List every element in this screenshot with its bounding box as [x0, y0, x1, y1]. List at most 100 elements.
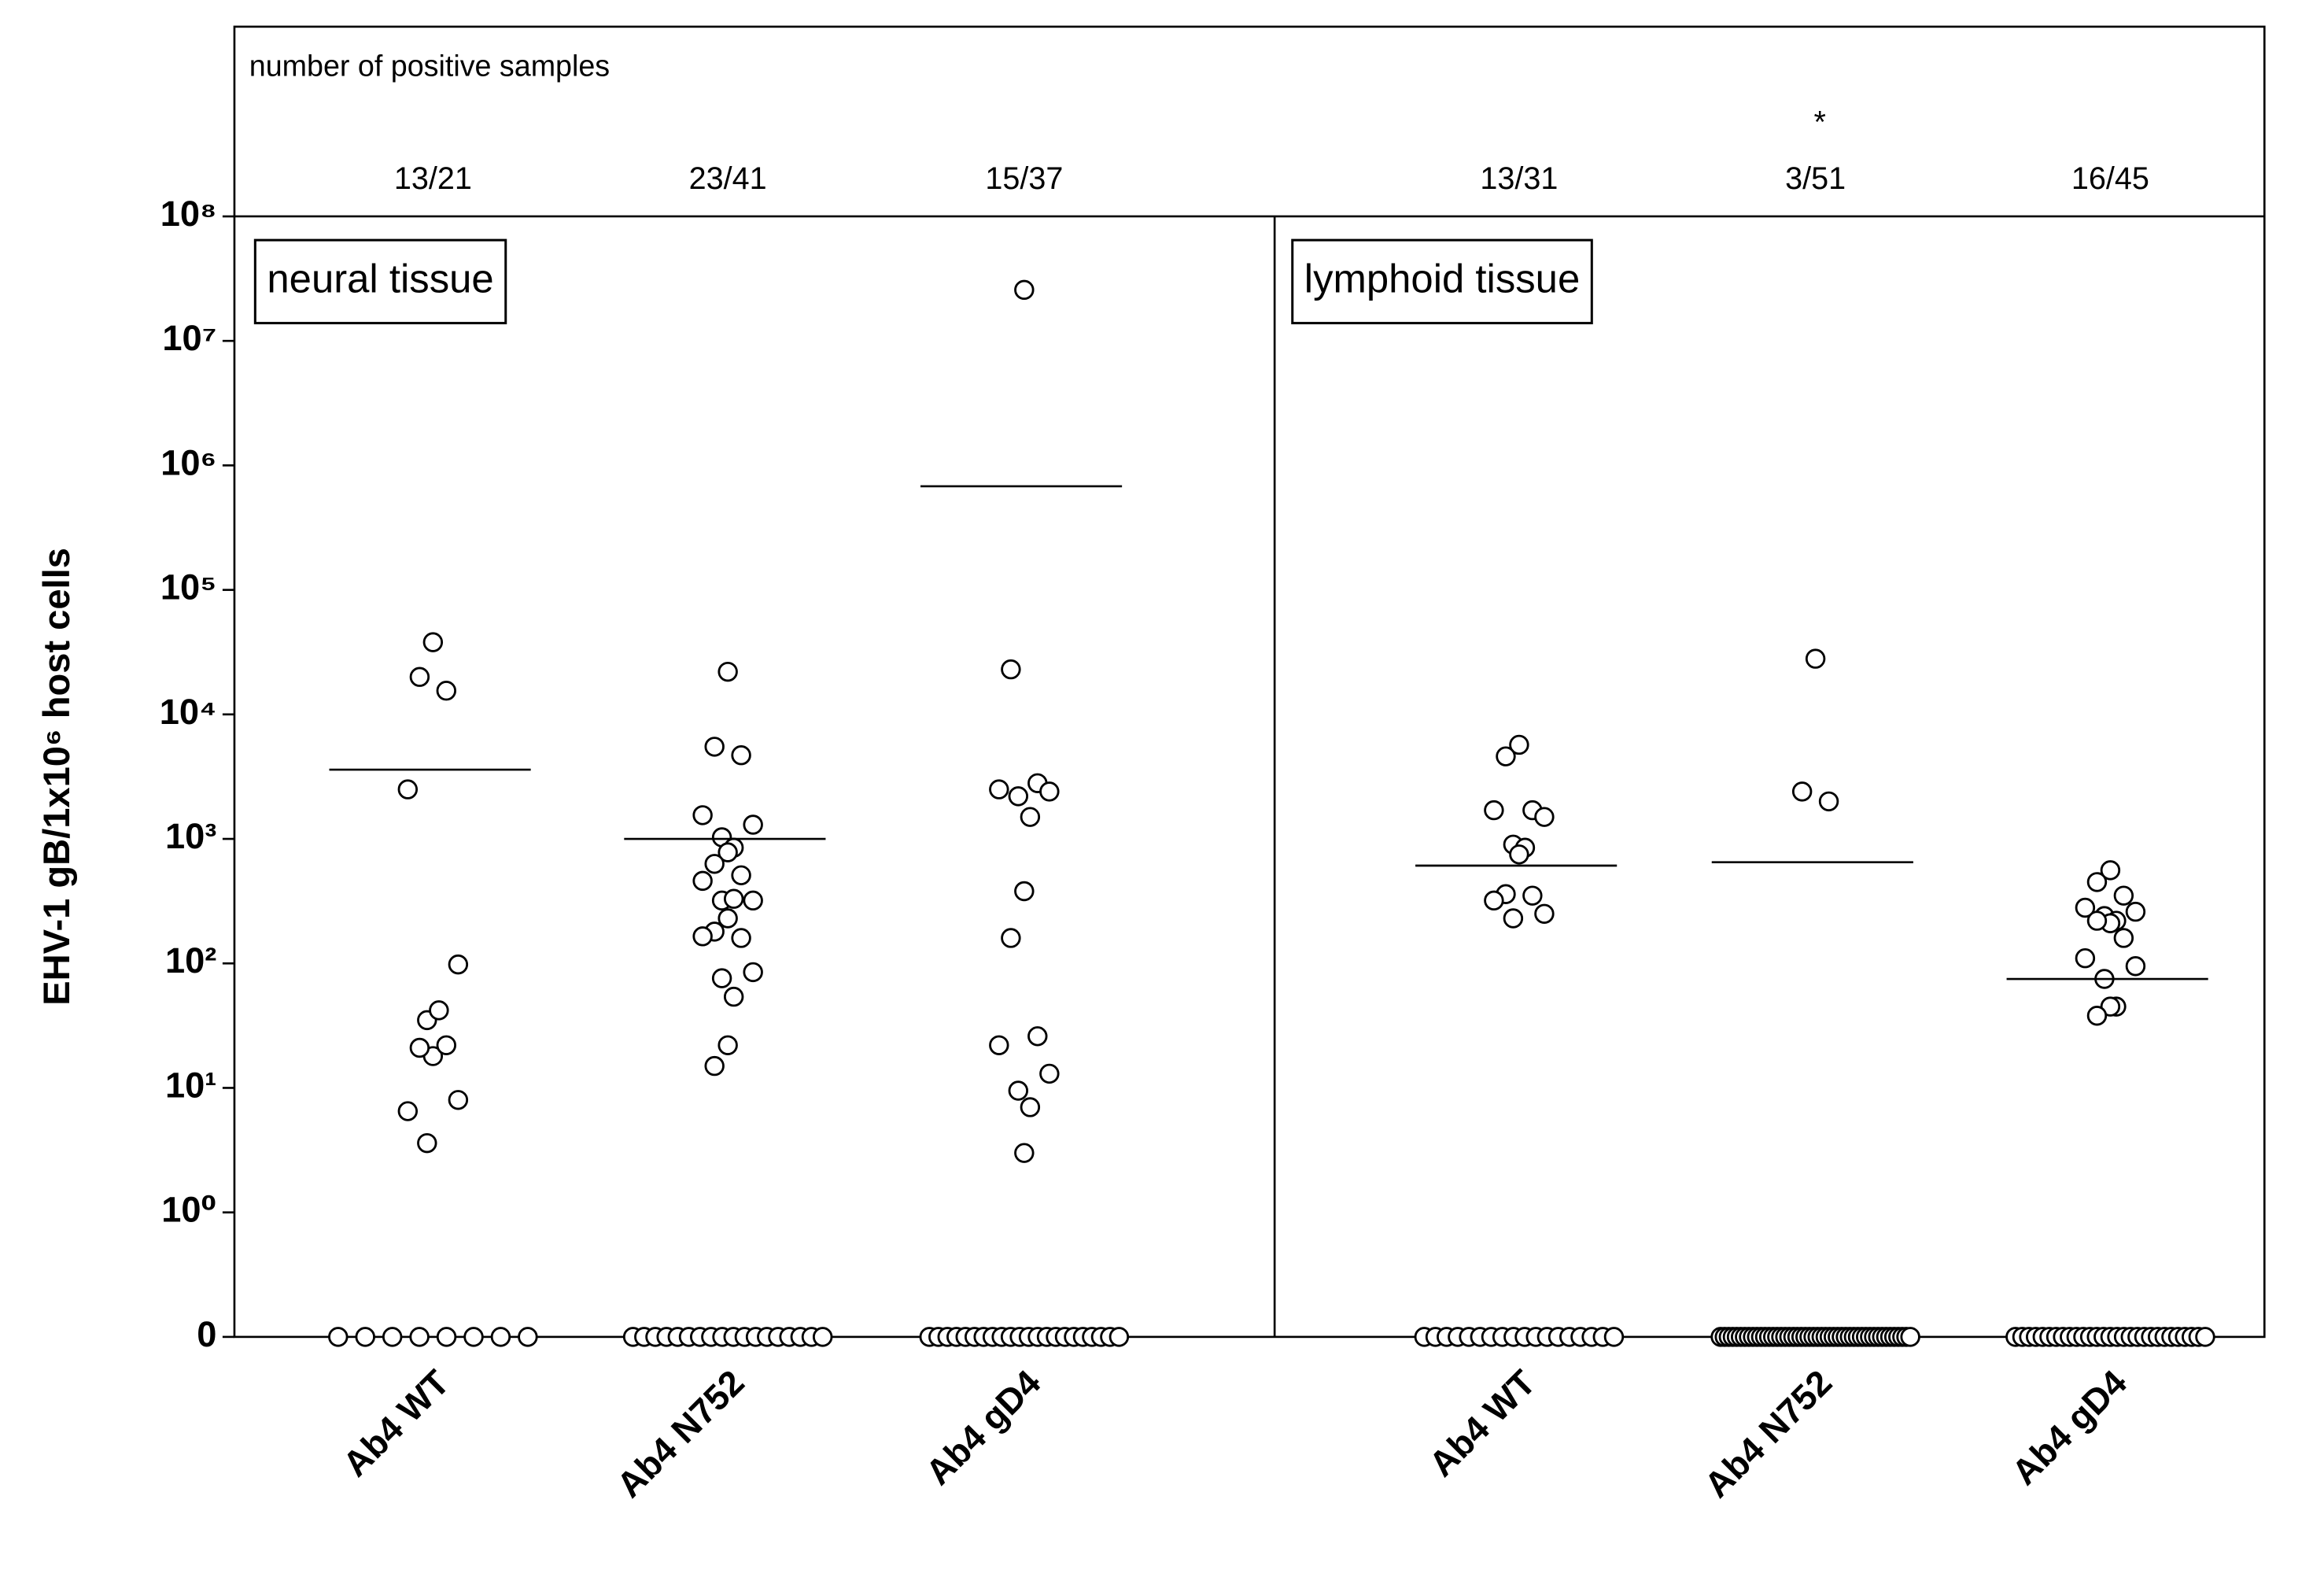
- data-point: [1484, 800, 1504, 821]
- data-point: [1509, 734, 1529, 755]
- data-point: [2113, 928, 2134, 948]
- y-tick-label: 10⁷: [162, 318, 216, 358]
- data-point: [397, 779, 419, 800]
- data-point: [2075, 947, 2096, 969]
- data-point: [1039, 781, 1060, 802]
- data-point: [409, 1037, 430, 1058]
- x-tick-label: Ab4 N752: [609, 1362, 752, 1505]
- data-point: [1484, 890, 1504, 911]
- data-point: [2075, 897, 2096, 918]
- data-point: [436, 1035, 457, 1055]
- data-point: [2113, 885, 2134, 906]
- header-label: number of positive samples: [249, 50, 610, 83]
- y-tick-label: 10³: [165, 816, 216, 856]
- data-point: [1014, 1143, 1035, 1163]
- data-point: [731, 865, 751, 886]
- sample-count: 13/21: [394, 161, 472, 196]
- data-point: [731, 928, 751, 948]
- data-point: [743, 814, 763, 835]
- data-point: [717, 908, 738, 929]
- x-tick-label: Ab4 gD4: [918, 1362, 1049, 1493]
- y-tick-label: 10¹: [165, 1065, 216, 1105]
- data-point: [704, 737, 725, 757]
- data-point: [1534, 903, 1555, 925]
- data-point: [1008, 786, 1029, 807]
- sample-count: 23/41: [689, 161, 767, 196]
- sample-count: 16/45: [2071, 161, 2149, 196]
- data-point: [1496, 746, 1516, 766]
- significance: *: [1814, 105, 1826, 140]
- data-point: [1039, 1063, 1060, 1084]
- data-point: [692, 805, 713, 825]
- x-tick-label: Ab4 gD4: [2004, 1362, 2134, 1493]
- y-tick-label: 10⁵: [160, 567, 217, 608]
- data-point: [490, 1327, 511, 1347]
- data-point: [1534, 807, 1555, 827]
- data-point: [409, 667, 430, 687]
- data-point: [2100, 860, 2121, 881]
- data-point: [692, 926, 713, 947]
- data-point: [812, 1327, 833, 1347]
- panel-label: lymphoid tissue: [1304, 256, 1580, 301]
- data-point: [397, 1101, 419, 1121]
- data-point: [1001, 928, 1021, 948]
- data-point: [692, 870, 713, 892]
- data-point: [743, 962, 763, 983]
- data-point: [1109, 1327, 1130, 1347]
- plot-frame: [233, 25, 2266, 1339]
- data-point: [731, 744, 751, 766]
- data-point: [704, 1055, 725, 1077]
- data-point: [717, 661, 738, 682]
- data-point: [328, 1327, 349, 1347]
- y-tick-label: 0: [197, 1314, 216, 1354]
- y-tick-label: 10⁸: [160, 194, 217, 234]
- y-tick-label: 10⁰: [161, 1190, 216, 1230]
- y-tick-label: 10²: [165, 940, 216, 981]
- data-point: [436, 1327, 457, 1347]
- data-point: [417, 1132, 437, 1154]
- data-point: [717, 842, 738, 862]
- data-point: [409, 1327, 430, 1347]
- data-point: [1008, 1080, 1029, 1101]
- data-point: [1522, 885, 1543, 906]
- data-point: [989, 779, 1009, 800]
- data-point: [436, 681, 457, 701]
- data-point: [743, 890, 763, 911]
- data-point: [1805, 648, 1826, 669]
- data-point: [355, 1327, 375, 1347]
- data-point: [1014, 881, 1035, 902]
- data-point: [1900, 1327, 1920, 1347]
- x-tick-label: Ab4 WT: [1422, 1362, 1544, 1484]
- data-point: [2125, 901, 2146, 922]
- panel-label-box: [1291, 238, 1593, 325]
- sample-count: 13/31: [1480, 161, 1558, 196]
- data-point: [1020, 1097, 1041, 1117]
- data-point: [2086, 910, 2108, 931]
- data-point: [1503, 908, 1524, 929]
- data-point: [2100, 996, 2121, 1017]
- data-point: [2125, 956, 2146, 977]
- x-tick-label: Ab4 WT: [335, 1362, 457, 1484]
- data-point: [448, 954, 469, 975]
- panel-label: neural tissue: [267, 256, 493, 301]
- y-tick-label: 10⁴: [160, 692, 217, 732]
- data-point: [1603, 1327, 1625, 1347]
- data-point: [1818, 791, 1839, 812]
- data-point: [717, 1035, 738, 1055]
- data-point: [2086, 872, 2108, 892]
- y-tick-label: 10⁶: [160, 442, 216, 482]
- sample-count: 15/37: [985, 161, 1063, 196]
- data-point: [2195, 1327, 2215, 1347]
- data-point: [429, 1000, 449, 1021]
- data-point: [1014, 279, 1035, 301]
- data-point: [1020, 807, 1041, 827]
- y-axis-title: EHV-1 gB/1x10⁶ host cells: [35, 548, 77, 1006]
- data-point: [463, 1327, 484, 1347]
- data-point: [989, 1035, 1009, 1055]
- data-point: [448, 1090, 469, 1110]
- data-point: [704, 854, 725, 874]
- data-point: [2086, 1006, 2108, 1026]
- data-point: [382, 1327, 403, 1347]
- sample-count: 3/51: [1785, 161, 1846, 196]
